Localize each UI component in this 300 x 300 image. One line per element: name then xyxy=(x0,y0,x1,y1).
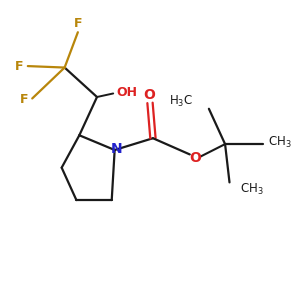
Text: O: O xyxy=(143,88,155,102)
Text: N: N xyxy=(110,142,122,155)
Text: F: F xyxy=(74,17,82,31)
Text: F: F xyxy=(15,60,24,73)
Text: CH$_3$: CH$_3$ xyxy=(240,182,263,197)
Text: OH: OH xyxy=(116,86,137,99)
Text: CH$_3$: CH$_3$ xyxy=(268,135,292,150)
Text: O: O xyxy=(189,151,201,165)
Text: H$_3$C: H$_3$C xyxy=(169,94,193,109)
Text: F: F xyxy=(20,93,28,106)
